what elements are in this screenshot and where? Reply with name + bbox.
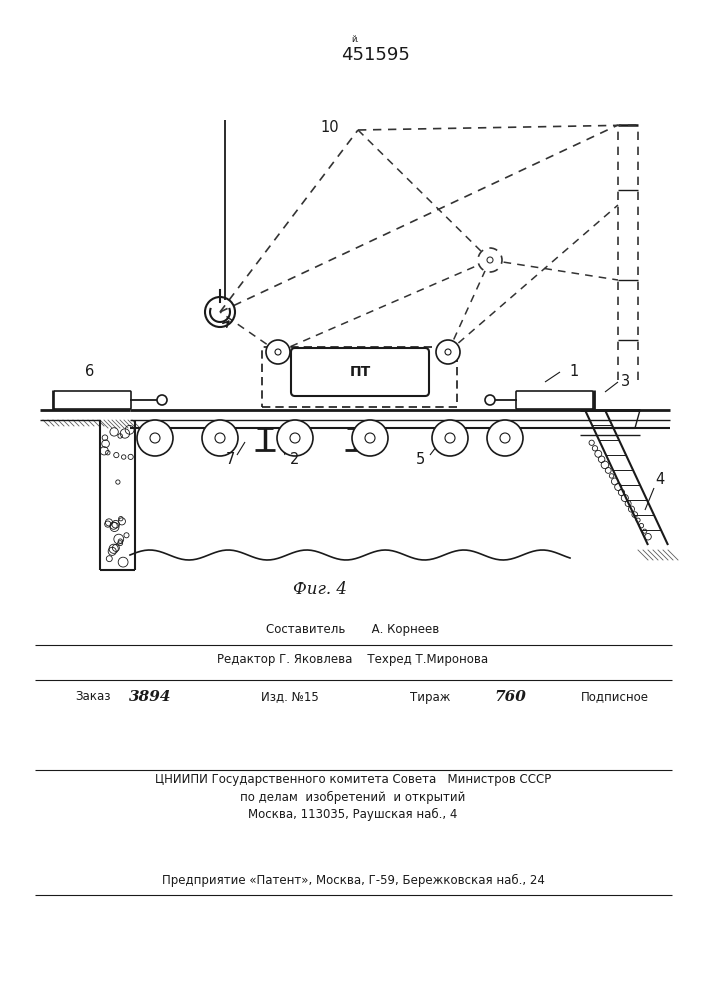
Circle shape [485, 395, 495, 405]
Text: Москва, 113035, Раушская наб., 4: Москва, 113035, Раушская наб., 4 [248, 807, 457, 821]
Circle shape [202, 420, 238, 456]
Circle shape [445, 349, 451, 355]
Text: Фиг. 4: Фиг. 4 [293, 582, 347, 598]
Text: 5: 5 [416, 452, 425, 468]
Circle shape [150, 433, 160, 443]
Text: Изд. №15: Изд. №15 [261, 690, 319, 704]
Text: 6: 6 [86, 364, 95, 379]
Text: по делам  изобретений  и открытий: по делам изобретений и открытий [240, 790, 466, 804]
Circle shape [487, 257, 493, 263]
Text: 4: 4 [655, 473, 665, 488]
Text: Редактор Г. Яковлева    Техред Т.Миронова: Редактор Г. Яковлева Техред Т.Миронова [218, 654, 489, 666]
Circle shape [352, 420, 388, 456]
Circle shape [137, 420, 173, 456]
Text: ПТ: ПТ [349, 365, 370, 379]
Text: Подписное: Подписное [581, 690, 649, 704]
FancyBboxPatch shape [54, 391, 131, 409]
Circle shape [432, 420, 468, 456]
Circle shape [266, 340, 290, 364]
Text: 3894: 3894 [129, 690, 171, 704]
Circle shape [487, 420, 523, 456]
Text: 7: 7 [226, 452, 235, 468]
Text: Составитель       А. Корнеев: Составитель А. Корнеев [267, 624, 440, 637]
Circle shape [290, 433, 300, 443]
Circle shape [500, 433, 510, 443]
FancyBboxPatch shape [291, 348, 429, 396]
Circle shape [436, 340, 460, 364]
Circle shape [157, 395, 167, 405]
Bar [262, 347, 457, 407]
FancyBboxPatch shape [516, 391, 593, 409]
Text: ЦНИИПИ Государственного комитета Совета   Министров СССР: ЦНИИПИ Государственного комитета Совета … [155, 774, 551, 786]
Text: 1: 1 [569, 364, 578, 379]
Text: й.: й. [351, 35, 359, 44]
Circle shape [277, 420, 313, 456]
Text: 10: 10 [321, 120, 339, 135]
Circle shape [445, 433, 455, 443]
Text: 2: 2 [291, 452, 300, 468]
Circle shape [365, 433, 375, 443]
Text: Тираж: Тираж [410, 690, 450, 704]
Text: 451595: 451595 [341, 46, 409, 64]
Text: 3: 3 [621, 374, 629, 389]
Circle shape [478, 248, 502, 272]
Circle shape [275, 349, 281, 355]
Text: Заказ: Заказ [75, 690, 110, 704]
Text: 760: 760 [494, 690, 526, 704]
Circle shape [215, 433, 225, 443]
Text: Предприятие «Патент», Москва, Г-59, Бережковская наб., 24: Предприятие «Патент», Москва, Г-59, Бере… [162, 873, 544, 887]
